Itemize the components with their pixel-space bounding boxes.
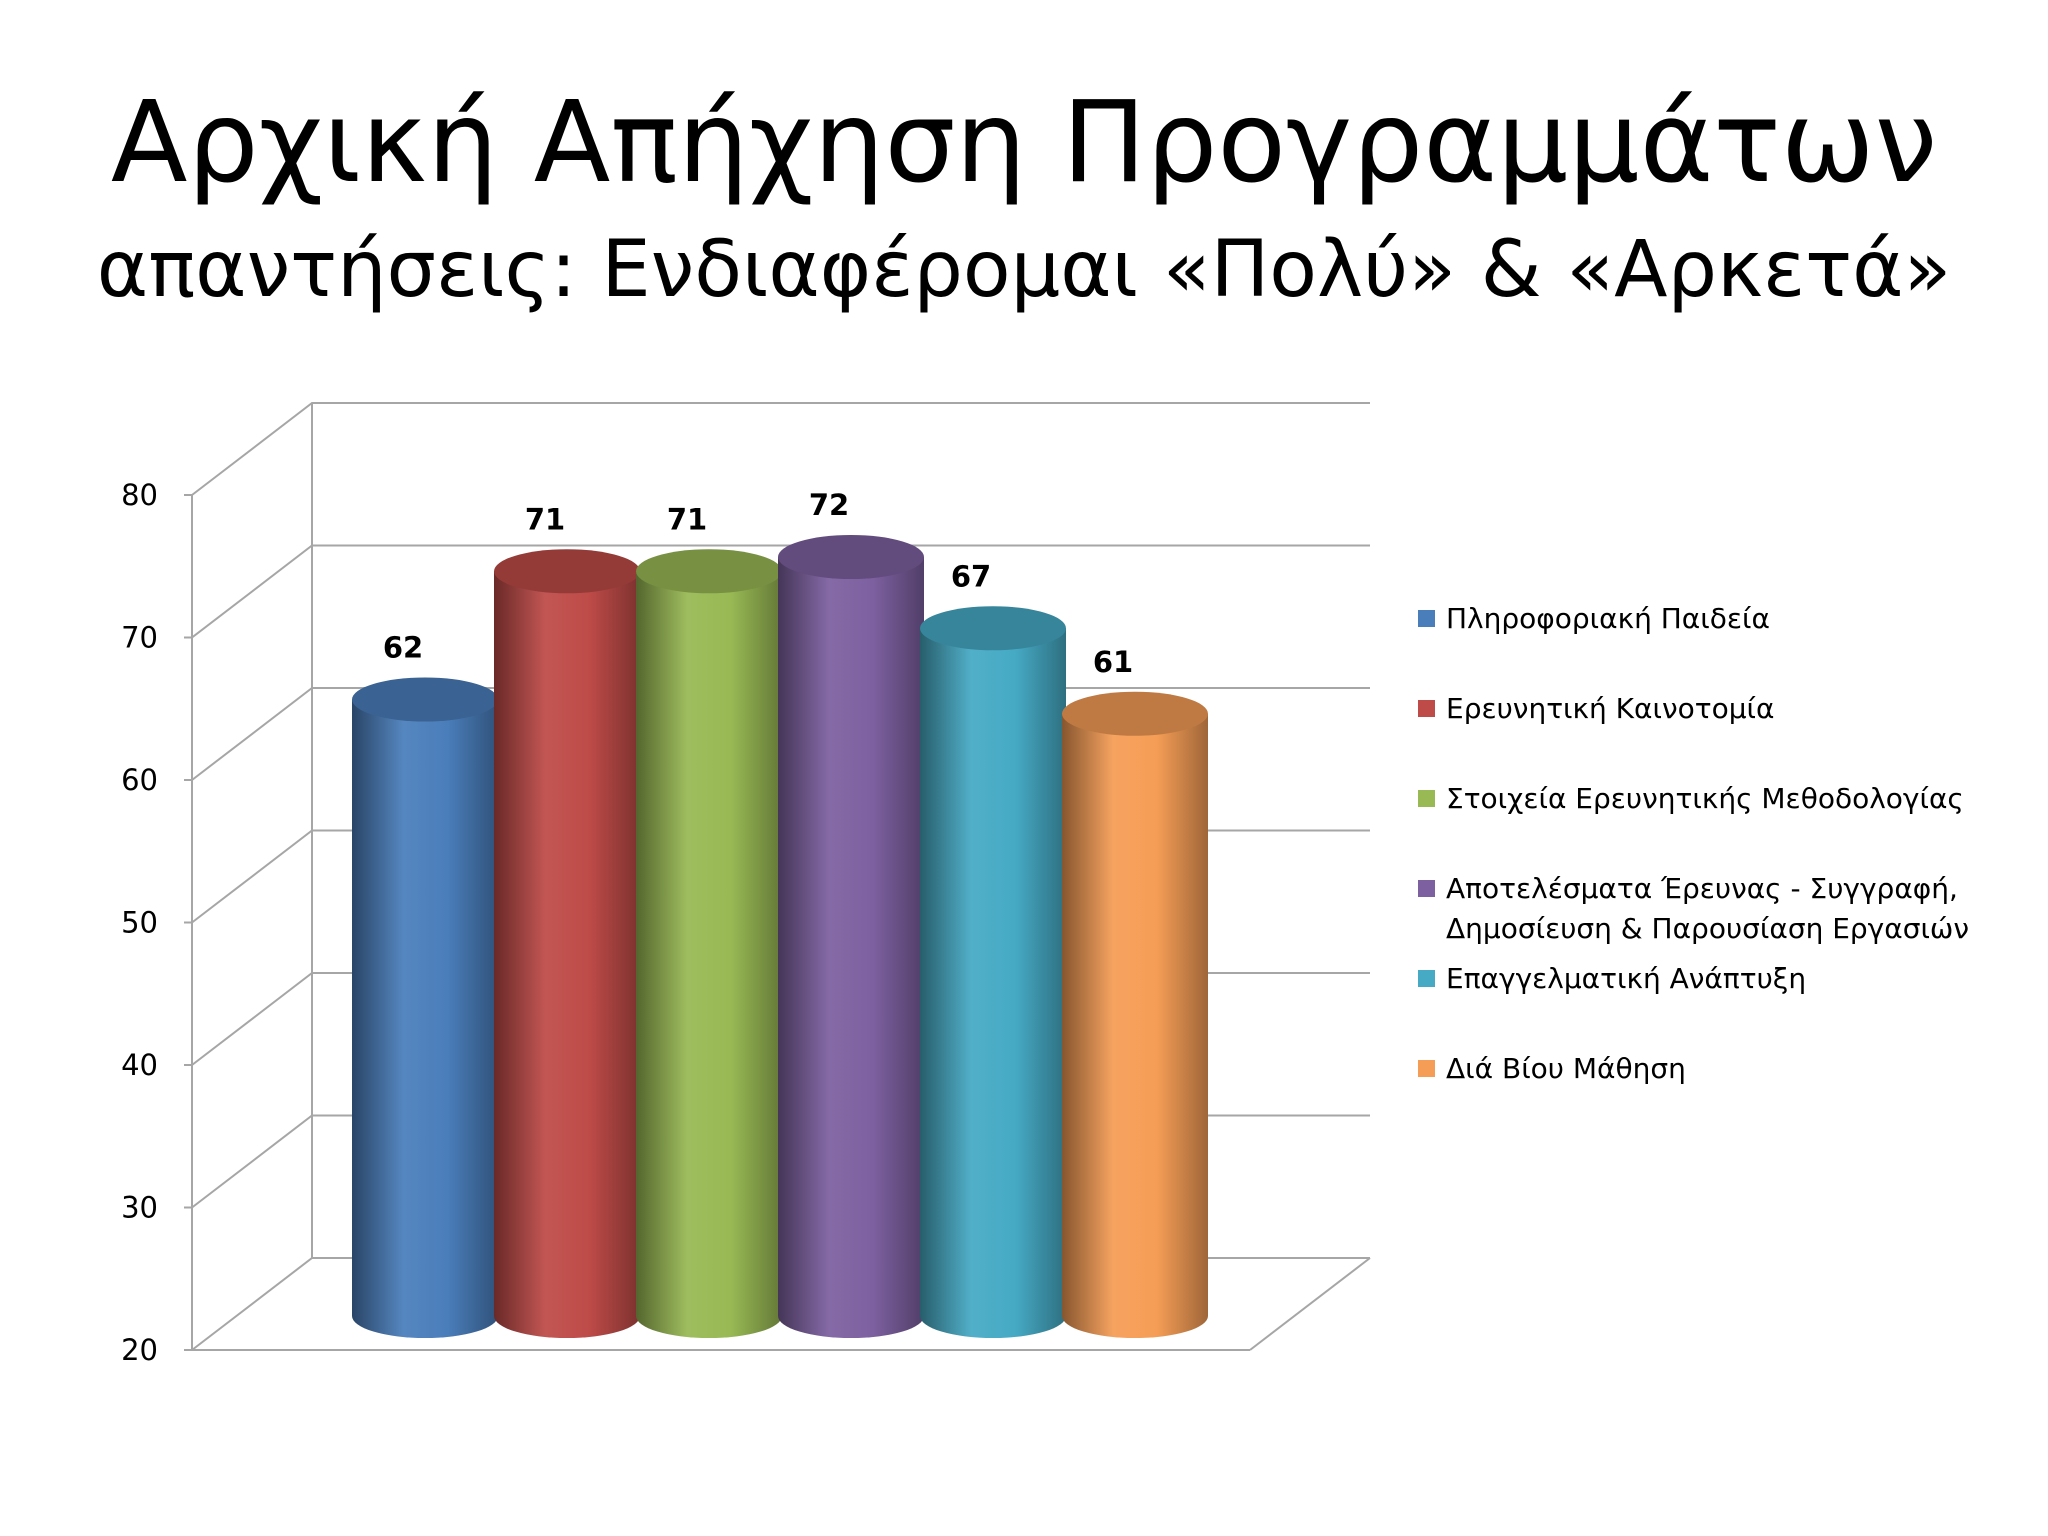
bar-top — [636, 549, 782, 594]
data-labels: 62 71 71 72 67 61 — [383, 488, 1133, 679]
bar-value-label: 71 — [667, 502, 707, 536]
bar-body — [494, 571, 640, 1338]
bar-top — [352, 677, 498, 722]
y-tick-label: 60 — [121, 763, 158, 797]
bar-body — [352, 699, 498, 1338]
legend-label: Πληροφοριακή Παιδεία — [1446, 602, 1770, 635]
bar-body — [1062, 713, 1208, 1338]
legend-label: Επαγγελματική Ανάπτυξη — [1446, 962, 1806, 995]
legend-item: Διά Βίου Μάθηση — [1418, 1052, 1686, 1085]
bar-body — [636, 571, 782, 1338]
bar-body — [778, 557, 924, 1338]
legend-swatch — [1418, 610, 1435, 627]
y-tick-label: 40 — [121, 1048, 158, 1082]
bar-top — [1062, 691, 1208, 736]
legend-swatch — [1418, 790, 1435, 807]
legend-label: Δημοσίευση & Παρουσίαση Εργασιών — [1446, 912, 1969, 945]
slide-title: Αρχική Απήχηση Προγραμμάτων — [110, 78, 1938, 208]
y-tick-label: 80 — [121, 478, 158, 512]
y-tick-label: 30 — [121, 1191, 158, 1225]
legend-item: Στοιχεία Ερευνητικής Μεθοδολογίας — [1418, 782, 1964, 815]
legend: Πληροφοριακή Παιδεία Ερευνητική Καινοτομί… — [1418, 602, 1969, 1085]
legend-item: Πληροφοριακή Παιδεία — [1418, 602, 1770, 635]
bar-top — [494, 549, 640, 594]
bar — [920, 606, 1066, 1338]
gridline — [191, 544, 1370, 639]
legend-label: Στοιχεία Ερευνητικής Μεθοδολογίας — [1446, 782, 1964, 815]
legend-swatch — [1418, 700, 1435, 717]
legend-item: Ερευνητική Καινοτομία — [1418, 692, 1774, 725]
bar-top — [920, 606, 1066, 651]
legend-swatch — [1418, 880, 1435, 897]
slide-subtitle: απαντήσεις: Ενδιαφέρομαι «Πολύ» & «Αρκετ… — [96, 225, 1952, 315]
legend-item: Επαγγελματική Ανάπτυξη — [1418, 962, 1806, 995]
bar — [494, 549, 640, 1338]
bar — [1062, 691, 1208, 1338]
bar-value-label: 61 — [1093, 645, 1133, 679]
legend-item: Αποτελέσματα Έρευνας - Συγγραφή, Δημοσίευ… — [1418, 872, 1969, 945]
bar-value-label: 71 — [525, 502, 565, 536]
bars — [352, 535, 1208, 1338]
bar-value-label: 72 — [809, 488, 849, 522]
legend-swatch — [1418, 1060, 1435, 1077]
y-tick-label: 20 — [121, 1333, 158, 1367]
bar-value-label: 62 — [383, 631, 423, 665]
y-axis: 20 30 40 50 60 70 80 — [121, 478, 193, 1367]
y-tick-label: 70 — [121, 621, 158, 655]
bar-body — [920, 628, 1066, 1338]
bar — [636, 549, 782, 1338]
bar-top — [778, 535, 924, 579]
floor-right-edge — [1249, 1257, 1371, 1351]
legend-label: Διά Βίου Μάθηση — [1446, 1052, 1686, 1085]
legend-label: Ερευνητική Καινοτομία — [1446, 692, 1774, 725]
gridline — [191, 402, 1370, 496]
bar — [352, 677, 498, 1338]
legend-label: Αποτελέσματα Έρευνας - Συγγραφή, — [1446, 872, 1958, 905]
y-tick-label: 50 — [121, 906, 158, 940]
legend-swatch — [1418, 970, 1435, 987]
bar — [778, 535, 924, 1338]
bar-value-label: 67 — [951, 559, 991, 593]
